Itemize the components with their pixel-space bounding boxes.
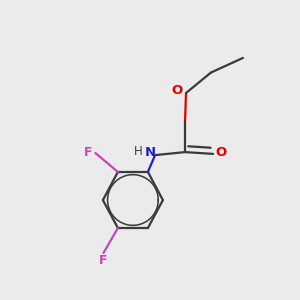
Text: H: H (134, 145, 143, 158)
Text: O: O (216, 146, 227, 159)
Text: O: O (171, 83, 183, 97)
Text: N: N (145, 146, 156, 159)
Text: F: F (99, 254, 108, 267)
Text: F: F (84, 146, 92, 160)
